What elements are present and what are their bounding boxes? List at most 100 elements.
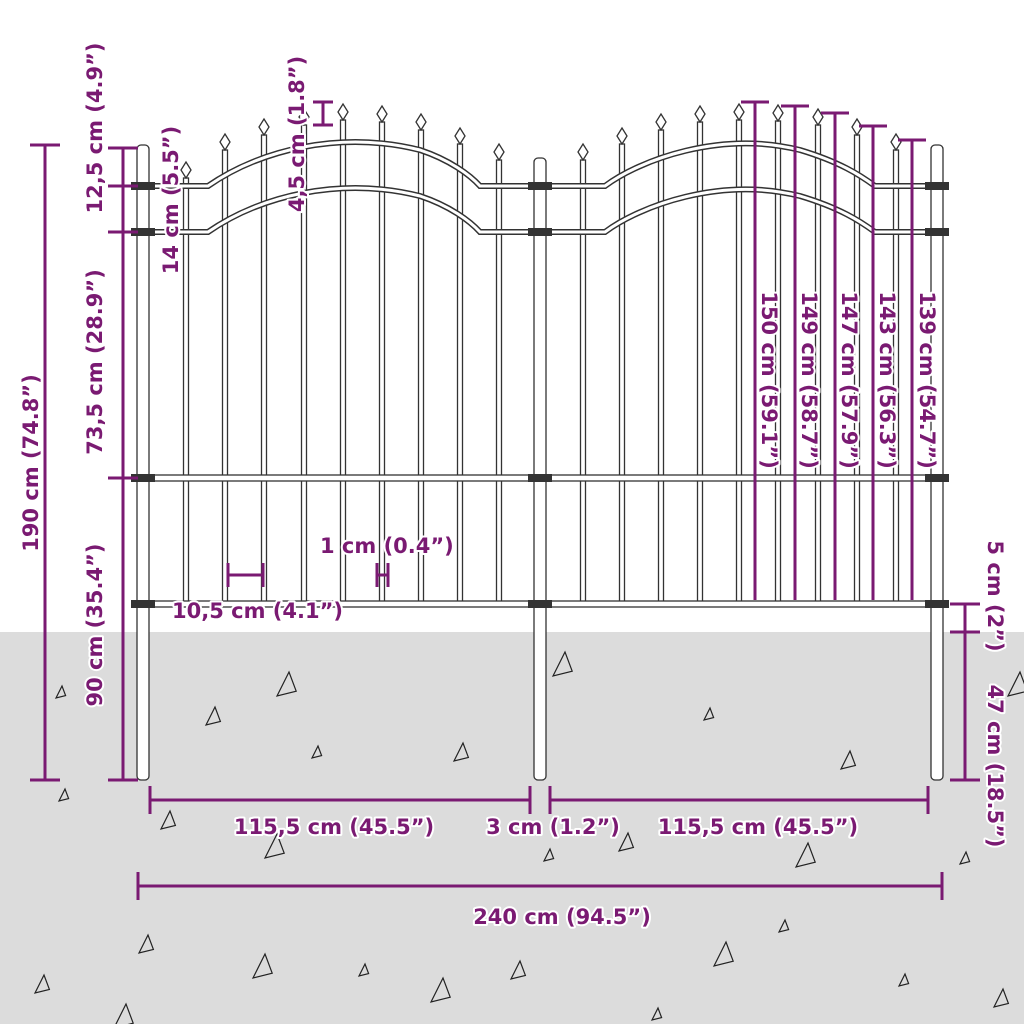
picket-149-label: 149 cm (58.7”): [797, 291, 821, 469]
post-gap-label: 3 cm (1.2”): [486, 815, 620, 839]
picket-spike: [415, 112, 427, 132]
picket-spike: [258, 117, 270, 137]
picket-147-label: 147 cm (57.9”): [837, 291, 861, 469]
post-in-ground-label: 47 cm (18.5”): [983, 685, 1007, 848]
post-bracket: [925, 182, 949, 190]
picket-spike: [454, 126, 466, 146]
picket-150-label: 150 cm (59.1”): [757, 291, 781, 469]
stone: [429, 976, 451, 1003]
total-height-label: 190 cm (74.8”): [19, 374, 43, 552]
top-rail-inner: [550, 142, 930, 188]
picket-spike: [376, 104, 388, 124]
stone: [839, 749, 857, 770]
picket-139-label: 139 cm (54.7”): [915, 291, 939, 469]
stone: [712, 940, 734, 967]
post-bracket: [528, 182, 552, 190]
rail-gap-label: 14 cm (5.5”): [159, 126, 183, 274]
picket-spike: [298, 107, 310, 127]
picket-spike: [890, 132, 902, 152]
picket-spike: [337, 102, 349, 122]
stone: [992, 987, 1010, 1008]
stone: [702, 706, 715, 721]
picket: [618, 143, 626, 605]
picket-spike: [577, 142, 589, 162]
stone: [263, 832, 285, 859]
picket-spacing-label: 10,5 cm (4.1”): [172, 599, 343, 623]
stone: [650, 1006, 663, 1021]
below-ground-label: 90 cm (35.4”): [83, 544, 107, 707]
stone: [310, 744, 323, 759]
stone: [542, 847, 555, 862]
ground-stones: [33, 650, 1024, 1024]
post-bracket: [925, 474, 949, 482]
rail: [147, 474, 534, 482]
post-bracket: [925, 600, 949, 608]
picket-spike: [219, 132, 231, 152]
stone: [551, 650, 573, 677]
picket: [339, 119, 347, 605]
stone: [54, 684, 67, 699]
stone: [137, 933, 155, 954]
fence-drawing: [131, 102, 949, 781]
top-section-label: 12,5 cm (4.9”): [83, 43, 107, 214]
picket-spike: [493, 142, 505, 162]
picket: [579, 159, 587, 605]
stone: [357, 962, 370, 977]
stone: [617, 831, 635, 852]
top-rail-inner: [150, 140, 530, 188]
post-bracket: [131, 600, 155, 608]
post-bracket: [528, 474, 552, 482]
panel-left-width-label: 115,5 cm (45.5”): [234, 815, 434, 839]
stone: [794, 841, 816, 868]
stone: [159, 809, 177, 830]
ground: [0, 632, 1024, 1024]
post-bracket: [131, 474, 155, 482]
post: [930, 144, 944, 781]
picket: [417, 129, 425, 605]
picket-spike: [694, 104, 706, 124]
mid-section-label: 73,5 cm (28.9”): [83, 269, 107, 455]
picket-143-label: 143 cm (56.3”): [875, 291, 899, 469]
picket-spike: [655, 112, 667, 132]
stone: [204, 705, 222, 726]
stone: [452, 741, 470, 762]
picket-spike: [180, 160, 192, 180]
stone: [275, 670, 297, 697]
post: [136, 144, 150, 781]
post-bracket: [131, 182, 155, 190]
bottom-clearance-label: 5 cm (2”): [983, 540, 1007, 651]
picket: [182, 177, 190, 605]
stone: [251, 952, 273, 979]
top-rail-inner: [550, 188, 930, 234]
post-bracket: [528, 228, 552, 236]
stone: [33, 973, 51, 994]
stone: [115, 1002, 134, 1024]
total-width-label: 240 cm (94.5”): [473, 905, 651, 929]
picket-spike: [616, 126, 628, 146]
stone: [958, 850, 971, 865]
picket-spike: [772, 103, 784, 123]
post-bracket: [528, 600, 552, 608]
top-rail-inner: [150, 186, 530, 234]
rail: [547, 474, 934, 482]
picket: [378, 121, 386, 605]
panel-right-width-label: 115,5 cm (45.5”): [658, 815, 858, 839]
picket-width-label: 1 cm (0.4”): [320, 534, 454, 558]
post-bracket: [925, 228, 949, 236]
picket: [735, 119, 743, 605]
dimension-lines: [30, 100, 980, 900]
stone: [509, 959, 527, 980]
post-bracket: [131, 228, 155, 236]
picket-spike: [733, 102, 745, 122]
picket-spike: [812, 107, 824, 127]
spike-height-label: 4,5 cm (1.8”): [285, 56, 309, 212]
picket: [495, 159, 503, 605]
stone: [777, 918, 790, 933]
post: [533, 157, 547, 781]
stone: [57, 787, 70, 802]
picket-spike: [851, 117, 863, 137]
rail: [547, 600, 934, 608]
stone: [897, 972, 910, 987]
